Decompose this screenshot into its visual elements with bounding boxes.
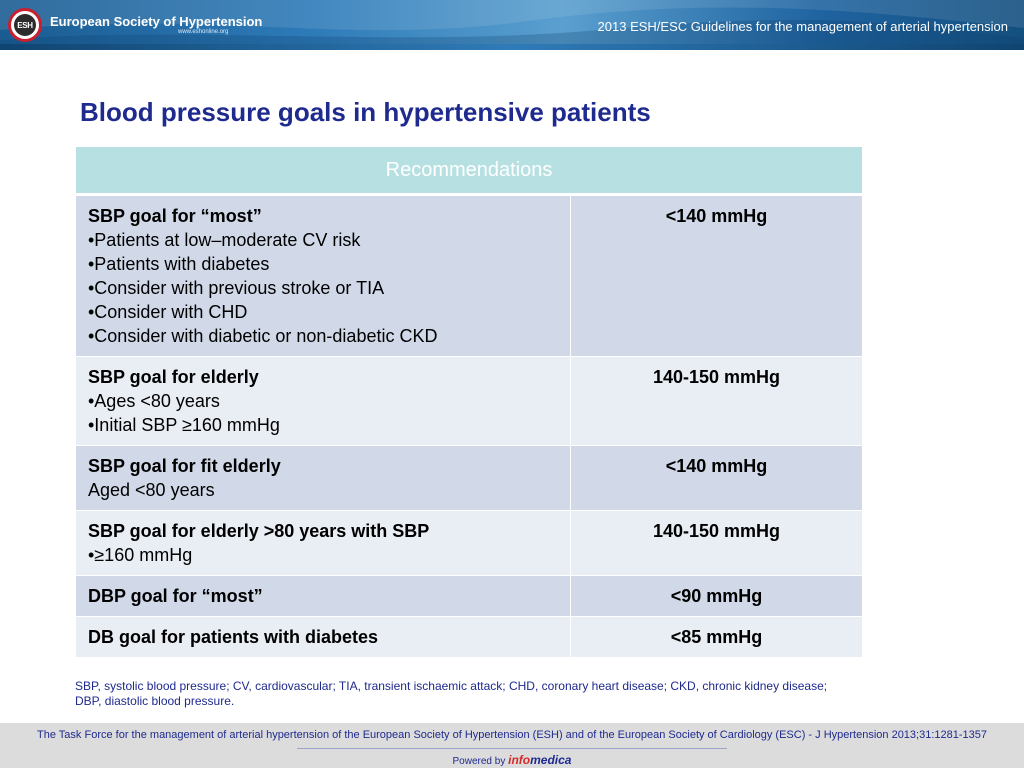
goal-cell: SBP goal for elderly >80 years with SBP •… (75, 510, 571, 576)
esh-logo: ESH (8, 8, 42, 42)
goal-label: SBP goal for elderly >80 years with SBP (88, 521, 430, 541)
footer: The Task Force for the management of art… (0, 723, 1024, 768)
infomedica-logo-medica: medica (530, 753, 572, 767)
recommendations-table: Recommendations SBP goal for “most” •Pati… (75, 146, 863, 658)
table-row: SBP goal for elderly >80 years with SBP •… (75, 510, 863, 576)
goal-label: SBP goal for fit elderly (88, 456, 281, 476)
goal-criterion: •Consider with diabetic or non-diabetic … (88, 326, 438, 346)
footnote-line-1: SBP, systolic blood pressure; CV, cardio… (75, 679, 828, 693)
table-row: DBP goal for “most” <90 mmHg (75, 575, 863, 617)
table-row: SBP goal for “most” •Patients at low–mode… (75, 194, 863, 357)
table-row: DB goal for patients with diabetes <85 mm… (75, 616, 863, 658)
organization-url: www.eshonline.org (178, 29, 229, 35)
header-banner: ESH European Society of Hypertension www… (0, 0, 1024, 50)
powered-by-label: Powered by (452, 756, 506, 767)
footer-divider (297, 748, 727, 749)
goal-criterion: •Patients at low–moderate CV risk (88, 230, 361, 250)
presentation-title: 2013 ESH/ESC Guidelines for the manageme… (597, 19, 1008, 34)
goal-label: DB goal for patients with diabetes (88, 627, 379, 647)
goal-criterion: •Initial SBP ≥160 mmHg (88, 415, 280, 435)
target-value: 140-150 mmHg (570, 510, 863, 576)
goal-cell: SBP goal for elderly •Ages <80 years •Init… (75, 356, 571, 446)
footnote-line-2: DBP, diastolic blood pressure. (75, 694, 235, 708)
table-row: SBP goal for elderly •Ages <80 years •Init… (75, 356, 863, 446)
table-header: Recommendations (75, 146, 863, 196)
target-value: <90 mmHg (570, 575, 863, 617)
goal-cell: DBP goal for “most” (75, 575, 571, 617)
goal-cell: SBP goal for fit elderly Aged <80 years (75, 445, 571, 511)
goal-criterion: •Ages <80 years (88, 391, 220, 411)
table-row: SBP goal for fit elderly Aged <80 years <1… (75, 445, 863, 511)
target-value: <85 mmHg (570, 616, 863, 658)
target-value: 140-150 mmHg (570, 356, 863, 446)
powered-by: Powered by infomedica (0, 753, 1024, 767)
goal-cell: DB goal for patients with diabetes (75, 616, 571, 658)
goal-cell: SBP goal for “most” •Patients at low–mode… (75, 194, 571, 357)
goal-criterion: •Patients with diabetes (88, 254, 270, 274)
goal-label: DBP goal for “most” (88, 586, 263, 606)
esh-logo-text: ESH (14, 14, 36, 36)
organization-name: European Society of Hypertension (50, 14, 263, 29)
goal-criterion: •≥160 mmHg (88, 545, 193, 565)
goal-criterion: •Consider with previous stroke or TIA (88, 278, 385, 298)
footer-citation: The Task Force for the management of art… (37, 729, 987, 741)
goal-label: SBP goal for elderly (88, 367, 259, 387)
footnote: SBP, systolic blood pressure; CV, cardio… (75, 679, 905, 709)
goal-criterion: •Consider with CHD (88, 302, 248, 322)
table-body: SBP goal for “most” •Patients at low–mode… (75, 194, 863, 658)
goal-label: SBP goal for “most” (88, 206, 262, 226)
infomedica-logo-info: info (508, 753, 531, 767)
banner-wave-decoration (0, 0, 1024, 50)
slide-title: Blood pressure goals in hypertensive pat… (80, 97, 651, 127)
goal-criterion: Aged <80 years (88, 480, 215, 500)
target-value: <140 mmHg (570, 194, 863, 357)
target-value: <140 mmHg (570, 445, 863, 511)
table-header-row: Recommendations (75, 146, 863, 196)
